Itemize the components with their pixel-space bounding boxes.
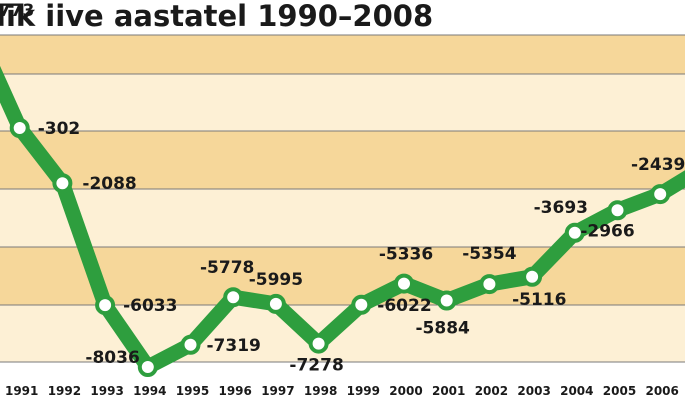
data-point xyxy=(394,273,414,294)
data-point xyxy=(265,293,286,314)
x-axis-ticks: 1991 1992 1993 1994 1995 1996 1997 1998 1999 2000… xyxy=(5,384,679,398)
data-label: -3693 xyxy=(534,198,588,218)
data-label: -5336 xyxy=(379,245,433,265)
data-point xyxy=(564,222,585,243)
x-tick-label: 1997 xyxy=(261,384,294,398)
data-label: -2088 xyxy=(82,174,136,194)
x-tick-label: 1996 xyxy=(218,384,251,398)
x-tick-label: 2005 xyxy=(603,384,636,398)
data-label: -2439 xyxy=(631,155,685,175)
data-label: -6022 xyxy=(377,296,431,316)
data-point xyxy=(137,357,158,377)
data-label: -7278 xyxy=(289,356,343,376)
x-tick-label: 2006 xyxy=(645,384,678,398)
data-label: -7319 xyxy=(207,336,261,356)
x-tick-label: 1991 xyxy=(5,384,38,398)
x-tick-label: 1995 xyxy=(176,384,209,398)
data-point xyxy=(522,266,543,287)
data-point xyxy=(351,294,372,315)
data-point xyxy=(52,173,73,194)
data-label: -6033 xyxy=(123,296,177,316)
data-label: -5354 xyxy=(462,244,517,264)
x-tick-label: 1999 xyxy=(347,384,380,398)
x-tick-label: 2002 xyxy=(475,384,508,398)
x-tick-label: 1992 xyxy=(48,384,81,398)
x-tick-label: 1998 xyxy=(304,384,337,398)
background-bands xyxy=(0,35,685,362)
data-point xyxy=(308,333,329,354)
x-tick-label: 1994 xyxy=(133,384,166,398)
markers-group xyxy=(9,118,671,377)
data-point xyxy=(650,184,671,205)
data-point xyxy=(223,287,244,308)
background-band xyxy=(0,131,685,189)
background-band xyxy=(0,74,685,131)
x-tick-label: 2004 xyxy=(560,384,593,398)
data-label: -5778 xyxy=(200,258,254,278)
data-point xyxy=(436,290,457,311)
data-label: -5116 xyxy=(512,290,566,310)
background-band xyxy=(0,35,685,74)
data-label: -5995 xyxy=(249,270,303,290)
data-labels-group: 2773 -302 -2088 -6033 -8036 -7319 -5778-5995 -7… xyxy=(0,1,685,376)
x-tick-label: 2000 xyxy=(389,384,422,398)
background-band xyxy=(0,247,685,305)
data-point xyxy=(607,200,628,221)
x-tick-label: 2003 xyxy=(517,384,550,398)
data-label: -302 xyxy=(38,119,81,139)
data-point xyxy=(9,118,30,138)
data-label: 2773 xyxy=(0,1,34,21)
data-label: -8036 xyxy=(85,348,139,368)
data-label: -5884 xyxy=(416,319,471,339)
data-point xyxy=(95,295,116,316)
data-label: -2966 xyxy=(580,221,634,241)
x-tick-label: 2001 xyxy=(432,384,465,398)
chart-title: lik iive aastatel 1990–2008 xyxy=(0,0,433,33)
data-point xyxy=(180,334,201,355)
x-tick-label: 1993 xyxy=(90,384,123,398)
data-point xyxy=(479,274,500,295)
